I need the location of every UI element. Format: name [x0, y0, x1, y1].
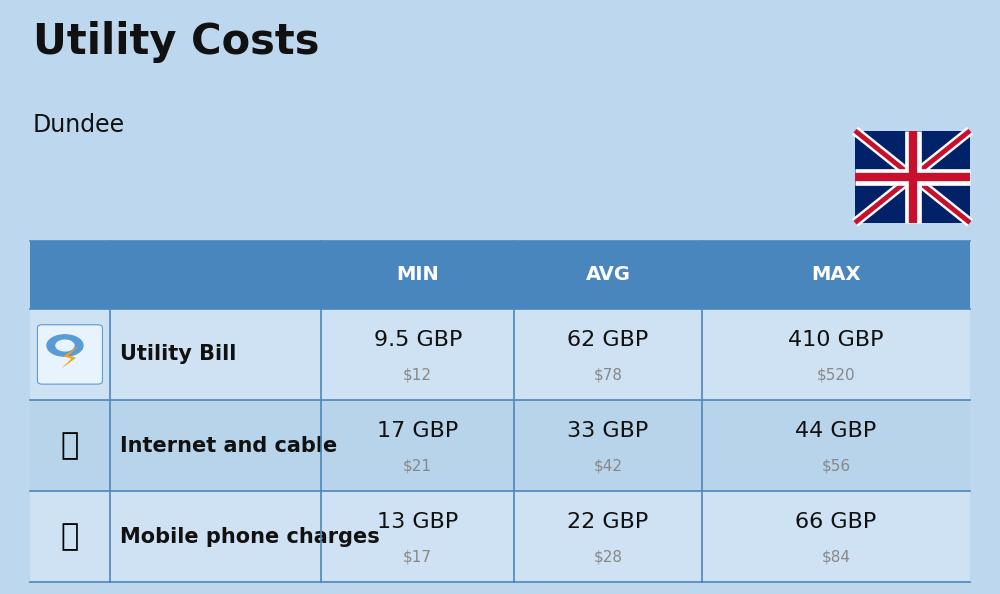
Text: 17 GBP: 17 GBP	[377, 421, 458, 441]
Text: ⚡: ⚡	[60, 346, 80, 374]
Text: 33 GBP: 33 GBP	[567, 421, 649, 441]
Text: 📡: 📡	[61, 431, 79, 460]
Bar	[855, 131, 970, 223]
Text: Internet and cable: Internet and cable	[120, 435, 337, 456]
Text: $17: $17	[403, 550, 432, 565]
Polygon shape	[56, 340, 74, 351]
Text: 9.5 GBP: 9.5 GBP	[374, 330, 462, 350]
Text: 22 GBP: 22 GBP	[567, 511, 649, 532]
Text: Utility Bill: Utility Bill	[120, 345, 236, 365]
FancyBboxPatch shape	[37, 325, 102, 384]
Text: 62 GBP: 62 GBP	[567, 330, 649, 350]
Text: MIN: MIN	[396, 266, 439, 284]
Text: 66 GBP: 66 GBP	[795, 511, 877, 532]
Text: $12: $12	[403, 368, 432, 383]
Text: AVG: AVG	[586, 266, 631, 284]
Bar	[30, 241, 970, 309]
Text: 📱: 📱	[61, 522, 79, 551]
Text: 44 GBP: 44 GBP	[795, 421, 877, 441]
Text: $78: $78	[594, 368, 623, 383]
Polygon shape	[47, 335, 83, 356]
Text: $21: $21	[403, 459, 432, 474]
Text: $28: $28	[594, 550, 623, 565]
Text: MAX: MAX	[811, 266, 861, 284]
Text: $84: $84	[822, 550, 851, 565]
Text: 13 GBP: 13 GBP	[377, 511, 458, 532]
Text: 410 GBP: 410 GBP	[788, 330, 884, 350]
Text: Dundee: Dundee	[33, 113, 125, 137]
Text: $56: $56	[821, 459, 851, 474]
Text: Utility Costs: Utility Costs	[33, 21, 320, 62]
Text: Mobile phone charges: Mobile phone charges	[120, 526, 380, 546]
Bar	[30, 309, 970, 400]
Text: $520: $520	[817, 368, 855, 383]
Bar	[30, 400, 970, 491]
Text: $42: $42	[594, 459, 623, 474]
Bar	[30, 491, 970, 582]
